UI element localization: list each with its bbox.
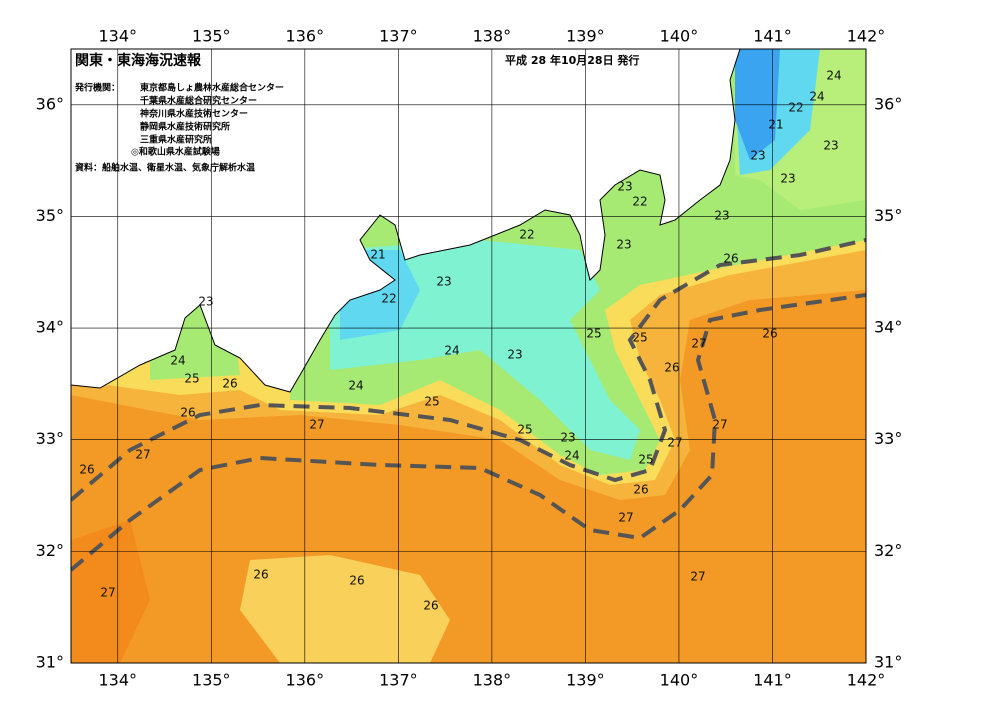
contour-label: 26	[253, 568, 268, 582]
lat-label: 31°	[36, 653, 64, 672]
contour-label: 25	[517, 423, 532, 437]
contour-label: 21	[768, 118, 783, 132]
contour-label: 24	[444, 344, 459, 358]
land	[71, 49, 741, 393]
graticule	[71, 49, 866, 663]
issuer: 静岡県水産技術研究所	[140, 121, 230, 133]
contour-label: 21	[370, 248, 385, 262]
lat-label: 33°	[36, 429, 64, 448]
issuer-label: 発行機関：	[74, 82, 120, 94]
contour-label: 22	[519, 228, 534, 242]
contour-label: 25	[184, 372, 199, 386]
issuer: 東京都島しょ農林水産総合センター	[140, 82, 284, 94]
contour-label: 23	[714, 209, 729, 223]
contour-label: 27	[712, 418, 727, 432]
lon-label: 138°	[473, 671, 512, 690]
lon-label: 137°	[379, 27, 418, 46]
lon-label: 134°	[98, 671, 137, 690]
lat-label: 36°	[36, 94, 64, 113]
lat-label: 35°	[874, 206, 902, 225]
contour-label: 27	[618, 511, 633, 525]
contour-label: 23	[750, 149, 765, 163]
lon-label: 140°	[660, 671, 699, 690]
contour-label: 26	[79, 463, 94, 477]
lon-label: 136°	[286, 27, 325, 46]
title: 関東・東海海況速報	[75, 52, 202, 69]
contour-label: 23	[436, 275, 451, 289]
lon-label: 134°	[98, 27, 137, 46]
contour-label: 26	[423, 599, 438, 613]
sea-21	[735, 49, 780, 160]
kuroshio-edge	[71, 238, 866, 502]
contour-label: 23	[617, 180, 632, 194]
sea-26-south	[240, 555, 450, 663]
contour-label: 23	[823, 139, 838, 153]
contour-label: 22	[381, 292, 396, 306]
source: 資料：船舶水温、衛星水温、気象庁解析水温	[75, 162, 255, 174]
lon-label: 136°	[286, 671, 325, 690]
contour-label: 24	[809, 90, 824, 104]
contour-label: 26	[349, 574, 364, 588]
lat-label: 34°	[36, 318, 64, 337]
frame	[70, 48, 867, 664]
contour-label: 27	[135, 448, 150, 462]
contour-label: 25	[632, 331, 647, 345]
lon-label: 140°	[660, 27, 699, 46]
contour-label: 26	[633, 483, 648, 497]
date: 平成 28 年10月28日 発行	[505, 53, 639, 67]
sea-27-west	[71, 520, 150, 663]
contour-label: 25	[638, 453, 653, 467]
contour-label: 23	[560, 431, 575, 445]
contour-label: 22	[788, 101, 803, 115]
issuer: ◎和歌山県水産試験場	[131, 146, 220, 158]
contour-label: 23	[616, 238, 631, 252]
contour-label: 24	[170, 354, 185, 368]
contour-label: 27	[100, 586, 115, 600]
contour-label: 26	[180, 406, 195, 420]
lon-label: 142°	[847, 27, 886, 46]
lon-label: 138°	[473, 27, 512, 46]
contour-label: 24	[564, 449, 579, 463]
lon-label: 141°	[753, 27, 792, 46]
lat-label: 32°	[36, 541, 64, 560]
contour-label: 27	[691, 337, 706, 351]
contour-label: 27	[667, 436, 682, 450]
contour-label: 24	[826, 69, 841, 83]
issuer: 神奈川県水産技術センター	[140, 108, 248, 120]
contour-label: 23	[198, 295, 213, 309]
contour-label: 23	[780, 172, 795, 186]
lon-label: 139°	[566, 27, 605, 46]
lon-label: 135°	[192, 671, 231, 690]
kuroshio-edge	[71, 293, 866, 572]
contour-label: 26	[723, 252, 738, 266]
lon-label: 141°	[753, 671, 792, 690]
lon-label: 142°	[847, 671, 886, 690]
contour-label: 25	[586, 327, 601, 341]
lat-label: 35°	[36, 206, 64, 225]
lon-label: 139°	[566, 671, 605, 690]
contour-label: 24	[348, 379, 363, 393]
issuer: 三重県水産研究所	[140, 134, 212, 146]
contour-label: 27	[690, 570, 705, 584]
lat-label: 36°	[874, 94, 902, 113]
contour-label: 25	[424, 395, 439, 409]
lat-label: 33°	[874, 429, 902, 448]
lon-label: 137°	[379, 671, 418, 690]
lon-label: 135°	[192, 27, 231, 46]
contour-label: 26	[762, 327, 777, 341]
issuer: 千葉県水産総合研究センター	[140, 95, 257, 107]
lat-label: 32°	[874, 541, 902, 560]
contour-label: 27	[309, 418, 324, 432]
contour-label: 23	[507, 348, 522, 362]
lat-label: 34°	[874, 318, 902, 337]
ticks: 134° 134° 135° 135° 136° 136° 137° 137° 138° 138°…	[36, 27, 903, 690]
contour-label: 26	[664, 361, 679, 375]
lat-label: 31°	[874, 653, 902, 672]
contour-label: 26	[222, 377, 237, 391]
contour-label: 22	[632, 195, 647, 209]
